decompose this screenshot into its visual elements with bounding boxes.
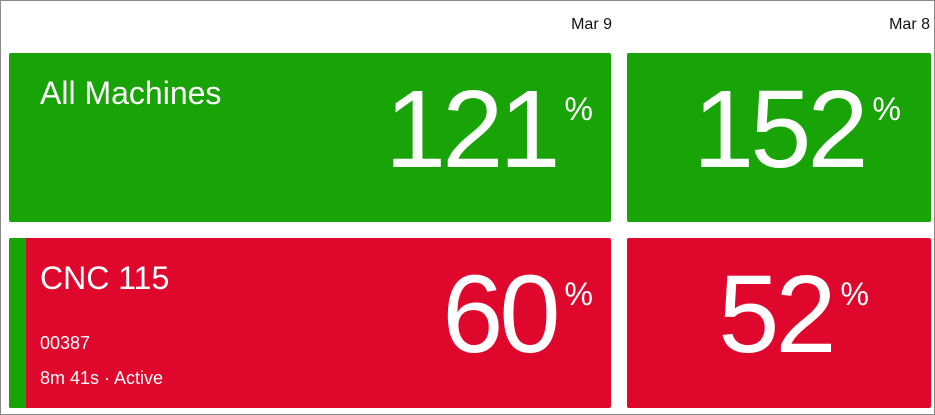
machine-code: 00387 xyxy=(40,333,91,353)
machine-status: 8m 41s · Active xyxy=(40,368,164,388)
status-stripe xyxy=(9,238,26,408)
unit: % xyxy=(840,276,869,312)
unit: % xyxy=(564,91,593,127)
column-date: Mar 8 xyxy=(889,16,930,33)
machine-tile[interactable]: 52 % xyxy=(627,238,931,408)
percent-value: 152 xyxy=(693,68,869,191)
value-block: 52 % xyxy=(718,260,869,370)
column-date: Mar 9 xyxy=(571,16,612,33)
unit: % xyxy=(872,91,901,127)
value-block: 121 % xyxy=(385,75,593,185)
machine-name: CNC 115 xyxy=(40,260,170,296)
percent-value: 60 xyxy=(442,253,560,376)
machine-name: All Machines xyxy=(40,75,222,111)
machine-tile[interactable]: CNC 115 00387 8m 41s · Active 60 % xyxy=(9,238,611,408)
unit: % xyxy=(564,276,593,312)
percent-value: 121 xyxy=(385,68,561,191)
machine-tile[interactable]: 152 % xyxy=(627,53,931,222)
value-block: 152 % xyxy=(693,75,901,185)
value-block: 60 % xyxy=(442,260,593,370)
percent-value: 52 xyxy=(718,253,836,376)
machine-tile[interactable]: All Machines 121 % xyxy=(9,53,611,222)
